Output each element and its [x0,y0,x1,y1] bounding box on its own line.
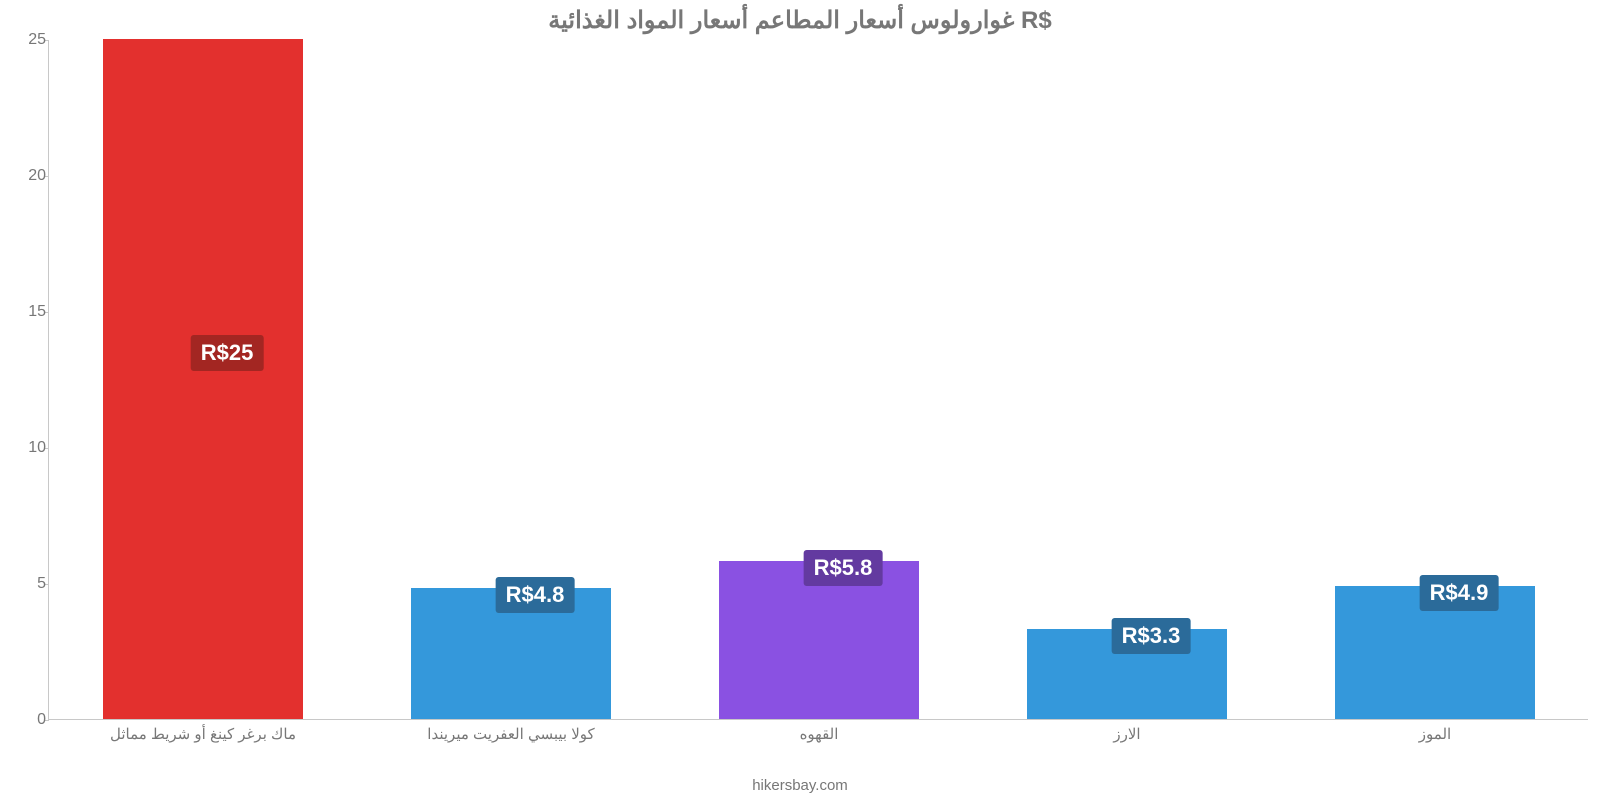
value-badge: R$3.3 [1112,618,1191,654]
value-badge: R$5.8 [804,550,883,586]
x-category-label: كولا بيبسي العفريت ميريندا [427,725,594,743]
y-tick-label: 0 [0,711,46,729]
bar [103,39,303,719]
y-tick-label: 5 [0,575,46,593]
chart-credit: hikersbay.com [0,777,1600,794]
value-badge: R$25 [191,335,264,371]
x-category-label: الموز [1419,725,1451,743]
y-tick-label: 15 [0,303,46,321]
y-tick-label: 10 [0,439,46,457]
x-category-label: الارز [1113,725,1140,743]
y-tick-label: 25 [0,31,46,49]
y-tick-label: 20 [0,167,46,185]
value-badge: R$4.9 [1420,575,1499,611]
x-category-label: القهوه [800,725,839,743]
chart-container: غوارولوس أسعار المطاعم أسعار المواد الغذ… [0,0,1600,800]
plot-area: R$25ماك برغر كينغ أو شريط مماثلR$4.8كولا… [48,40,1588,720]
x-category-label: ماك برغر كينغ أو شريط مماثل [110,725,296,743]
chart-title: غوارولوس أسعار المطاعم أسعار المواد الغذ… [0,6,1600,35]
value-badge: R$4.8 [496,577,575,613]
